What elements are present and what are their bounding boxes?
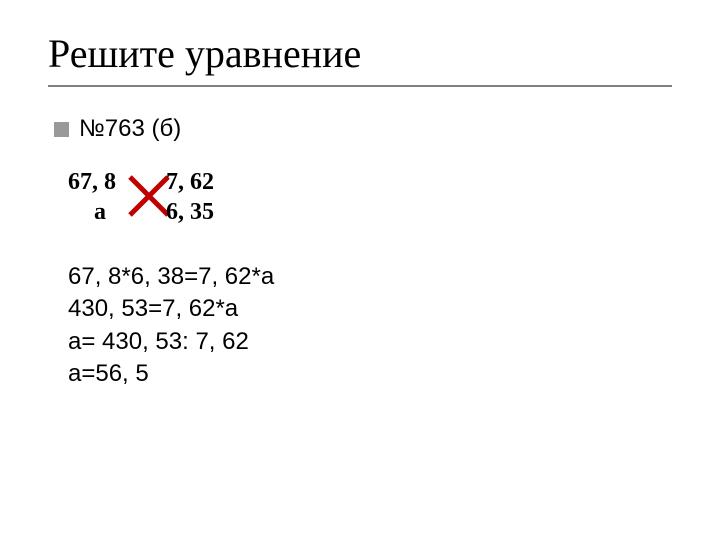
- proportion-left-bottom: а: [94, 199, 106, 226]
- bullet-square-icon: [54, 122, 69, 137]
- proportion-right-top: 7, 62: [166, 169, 214, 196]
- step-line: 67, 8*6, 38=7, 62*а: [68, 261, 672, 293]
- proportion-block: 67, 8 а 7, 62 6, 35: [68, 169, 672, 233]
- step-line: а= 430, 53: 7, 62: [68, 326, 672, 358]
- step-line: а=56, 5: [68, 358, 672, 390]
- proportion-left-top: 67, 8: [68, 169, 116, 196]
- bullet-row: №763 (б): [54, 115, 672, 143]
- proportion-right-bottom: 6, 35: [166, 199, 214, 226]
- step-line: 430, 53=7, 62*а: [68, 293, 672, 325]
- bullet-text: №763 (б): [79, 115, 181, 143]
- solution-steps: 67, 8*6, 38=7, 62*а 430, 53=7, 62*а а= 4…: [68, 261, 672, 391]
- slide: Решите уравнение №763 (б) 67, 8 а 7, 62 …: [0, 0, 720, 391]
- page-title: Решите уравнение: [48, 30, 672, 85]
- title-underline: [48, 85, 672, 87]
